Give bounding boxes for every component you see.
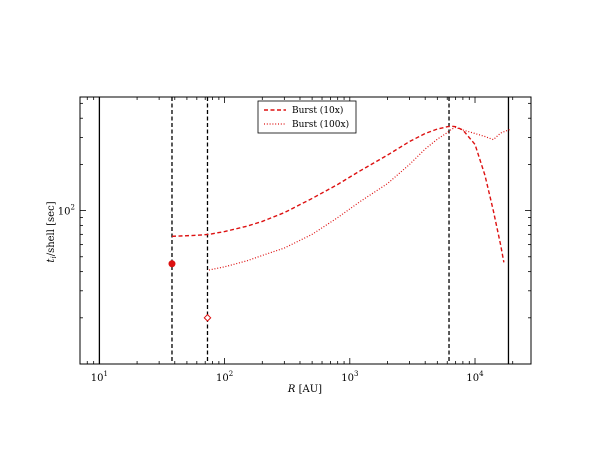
x-tick-label-1: 102 (216, 370, 233, 384)
x-axis-label: R [AU] (287, 384, 322, 395)
marker-filled-0 (168, 260, 176, 268)
y-tick-label-0: 102 (58, 204, 75, 218)
legend-box (257, 100, 357, 134)
series-line-1 (208, 126, 511, 271)
vertical-lines (98, 97, 510, 364)
x-tick-label-3: 104 (466, 370, 484, 384)
markers-group (168, 260, 212, 322)
plot-frame (79, 96, 532, 365)
legend: Burst (10x) Burst (100x) (257, 100, 357, 134)
tick-labels: 101 102 103 104 102 (58, 204, 484, 384)
legend-label-burst-10x: Burst (10x) (292, 105, 343, 116)
tick-marks (79, 97, 531, 365)
legend-label-burst-100x: Burst (100x) (292, 119, 349, 130)
x-tick-label-2: 103 (341, 370, 358, 384)
series-group (171, 125, 511, 271)
series-line-0 (171, 125, 505, 263)
marker-open-1 (203, 313, 212, 322)
x-tick-label-0: 101 (91, 370, 108, 384)
y-axis-label: ti/shell [sec] (46, 201, 58, 262)
